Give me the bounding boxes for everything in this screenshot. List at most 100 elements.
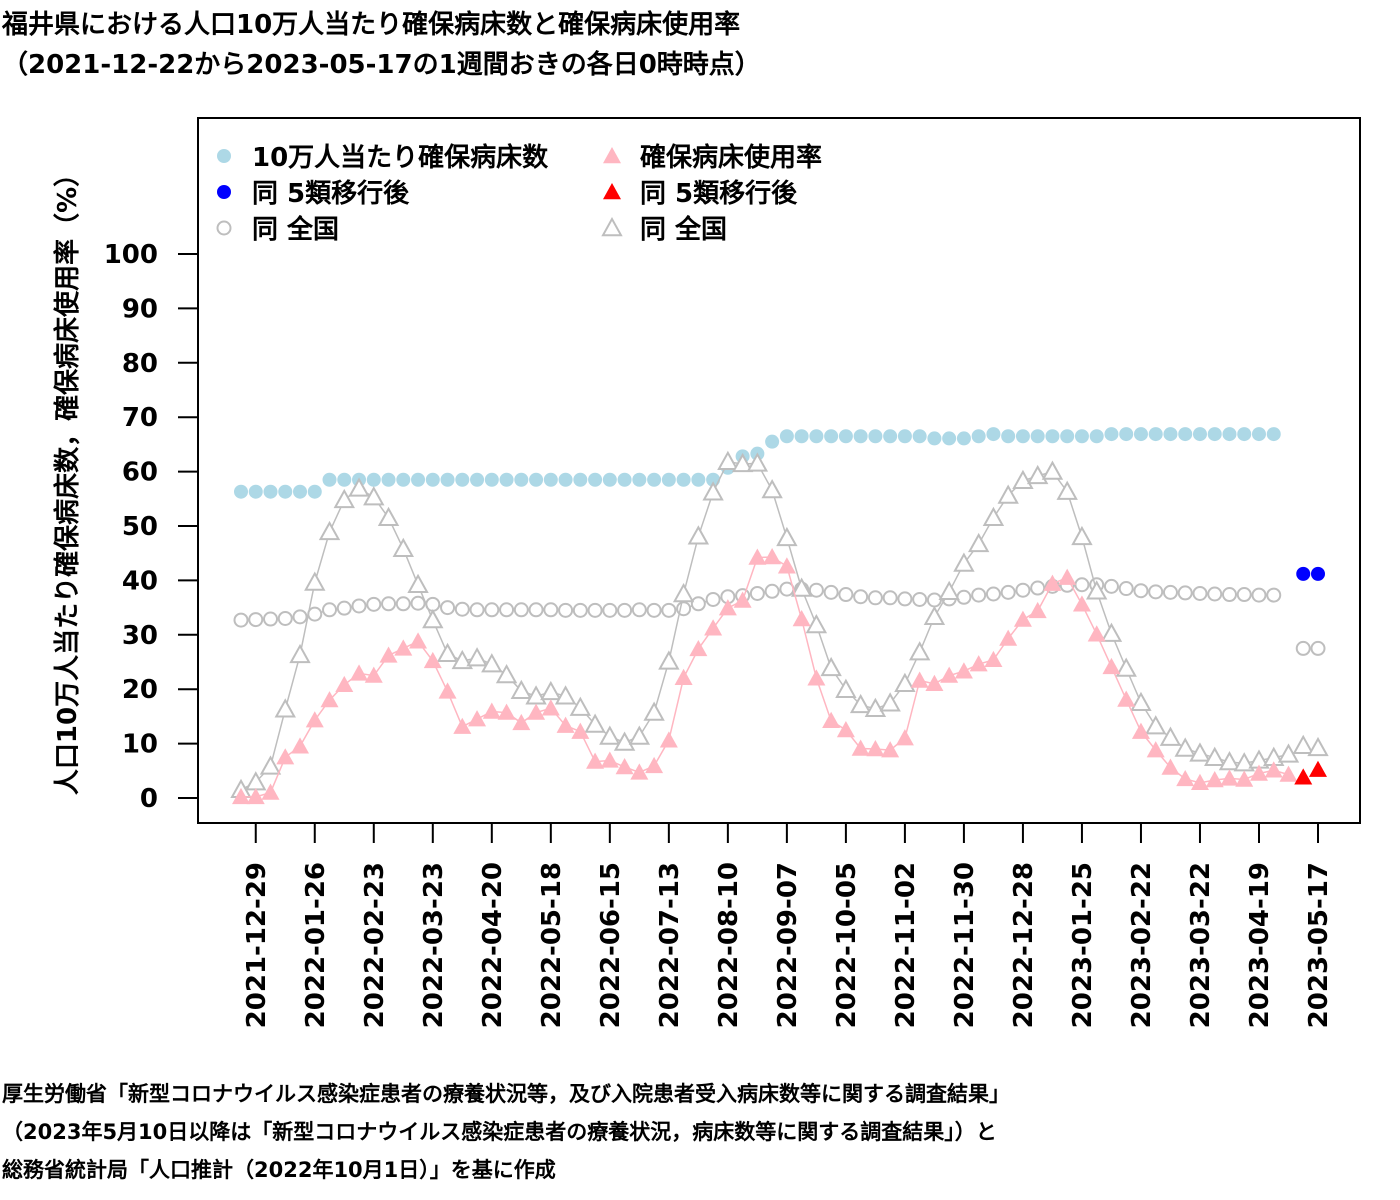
national-usage-point [510,679,533,700]
national-beds-point [1266,587,1282,603]
beds-point [1030,429,1045,444]
beds-point [248,484,263,499]
x-tick-label: 2023-02-22 [1127,862,1157,1028]
beds-point [1178,427,1193,442]
national-beds-point [1177,585,1193,601]
beds-point [632,472,647,487]
national-usage-point [569,696,592,716]
national-usage-point [849,693,872,714]
usage-point [497,703,516,720]
usage-point [1043,574,1062,591]
usage-point [792,610,811,627]
usage-point [615,757,634,775]
national-beds-point [322,602,338,618]
y-tick-label: 30 [122,621,158,651]
national-usage-point [1218,751,1241,771]
usage-point [1117,690,1136,707]
y-tick-label: 0 [140,784,158,814]
beds-point [1001,429,1016,444]
usage-point [1264,761,1283,778]
x-tick-label: 2022-04-20 [478,862,508,1028]
beds-point [824,429,839,444]
beds-point [337,472,352,487]
beds-point [1207,427,1222,442]
national-beds-point [661,602,677,618]
series-national-usage-post [1292,734,1329,757]
beds-point [396,472,411,487]
usage-point [689,639,708,657]
usage-point [1058,568,1077,585]
beds-point [912,429,927,444]
beds-point [278,484,293,499]
beds-point [986,427,1001,442]
national-beds-point [823,584,839,600]
national-beds-point [705,591,721,607]
usage-point [527,703,546,720]
legend-marker [216,220,232,236]
x-tick-label: 2022-03-23 [419,862,449,1028]
national-usage-point [746,452,769,472]
usage-point [1205,771,1224,788]
national-usage-point [451,649,474,670]
usage-point [718,599,737,616]
y-axis: 0 10 20 30 40 50 60 70 80 90 100 [104,240,198,814]
beds-point [691,472,706,487]
series-national-beds [233,577,1282,628]
x-tick-label: 2022-07-13 [655,862,685,1028]
beds-point [942,431,957,446]
beds-post-point [1296,566,1311,581]
legend-marker [601,216,623,237]
usage-point [1013,610,1032,627]
x-tick-label: 2022-06-15 [596,862,626,1028]
national-beds-point [1207,586,1223,602]
usage-point [571,722,590,739]
usage-point [394,639,413,656]
usage-point [350,664,369,681]
national-beds-point [248,612,264,628]
usage-point [763,548,782,565]
x-tick-label: 2022-10-05 [832,862,862,1028]
national-usage-point [377,506,400,527]
x-tick-label: 2022-11-30 [950,862,980,1028]
national-usage-point [982,506,1005,527]
national-beds-point [263,611,279,627]
usage-point [836,721,855,738]
national-usage-point [436,642,459,663]
chart-title: 福井県における人口10万人当たり確保病床数と確保病床使用率 [2,10,741,40]
x-tick-label: 2022-11-02 [891,862,921,1028]
national-usage-point [1174,737,1196,757]
beds-point [1192,427,1207,442]
national-beds-point [1162,584,1178,600]
beds-point [602,472,617,487]
national-usage-line [240,460,1289,791]
beds-point [234,484,248,499]
usage-point [1131,722,1150,739]
national-beds-point [690,596,706,612]
national-usage-point [348,477,370,497]
national-beds-point [985,586,1001,602]
national-beds-point [277,610,293,626]
national-beds-point [1074,577,1090,593]
national-beds-point [395,596,411,612]
x-tick-label: 2023-04-19 [1245,862,1275,1028]
legend-label: 同 全国 [252,214,339,245]
beds-point [617,472,632,487]
beds-point [1133,427,1148,442]
y-tick-label: 40 [122,566,158,596]
national-beds-point [513,602,529,618]
national-beds-point [292,609,308,625]
usage-point [1279,765,1298,782]
national-beds-point [867,590,883,606]
national-beds-point [440,600,456,616]
beds-point [706,472,721,487]
national-usage-point [672,582,695,603]
x-tick-label: 2022-02-23 [360,862,390,1028]
national-beds-point [631,602,647,618]
national-beds-point [469,602,485,618]
x-tick-label: 2023-03-22 [1186,862,1216,1028]
beds-point [588,472,603,487]
national-usage-point [1115,657,1137,677]
beds-point [1222,427,1237,442]
usage-point [1146,741,1165,758]
beds-point [1266,427,1281,442]
